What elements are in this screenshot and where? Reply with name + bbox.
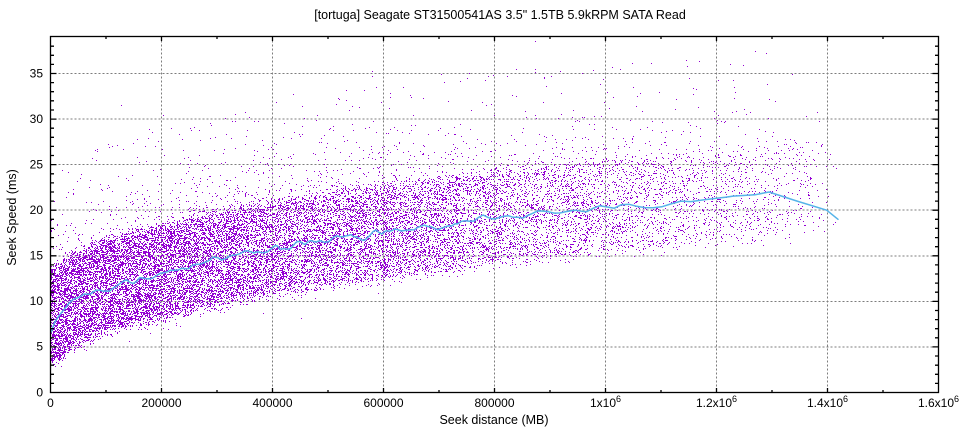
svg-text:200000: 200000 bbox=[141, 396, 181, 410]
svg-text:25: 25 bbox=[30, 157, 44, 171]
svg-text:15: 15 bbox=[30, 249, 44, 263]
svg-text:1.6x106: 1.6x106 bbox=[918, 394, 959, 410]
svg-text:400000: 400000 bbox=[252, 396, 292, 410]
svg-text:[tortuga] Seagate ST31500541AS: [tortuga] Seagate ST31500541AS 3.5" 1.5T… bbox=[314, 8, 686, 22]
svg-text:800000: 800000 bbox=[474, 396, 514, 410]
svg-text:1x106: 1x106 bbox=[590, 394, 621, 410]
svg-text:Seek Speed (ms): Seek Speed (ms) bbox=[5, 169, 19, 266]
svg-text:10: 10 bbox=[30, 294, 44, 308]
svg-text:1.2x106: 1.2x106 bbox=[696, 394, 737, 410]
svg-text:30: 30 bbox=[30, 112, 44, 126]
svg-text:1.4x106: 1.4x106 bbox=[807, 394, 848, 410]
svg-text:600000: 600000 bbox=[363, 396, 403, 410]
svg-text:20: 20 bbox=[30, 203, 44, 217]
svg-text:35: 35 bbox=[30, 66, 44, 80]
svg-text:0: 0 bbox=[47, 396, 54, 410]
svg-text:0: 0 bbox=[36, 385, 43, 399]
svg-text:Seek distance (MB): Seek distance (MB) bbox=[439, 413, 548, 427]
svg-text:5: 5 bbox=[36, 340, 43, 354]
